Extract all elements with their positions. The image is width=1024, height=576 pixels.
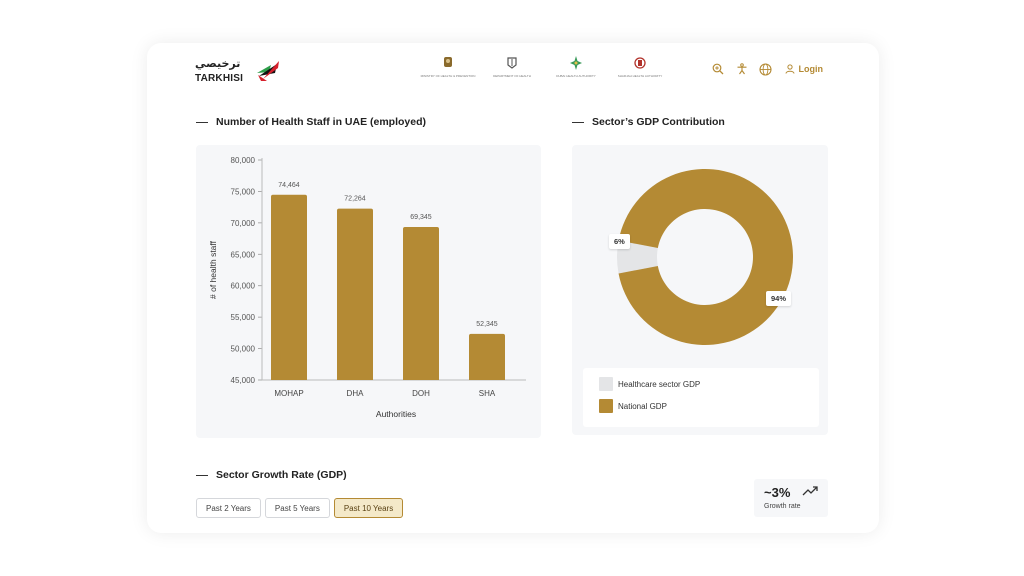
header-tools: Login bbox=[711, 62, 824, 76]
x-category-label: DHA bbox=[347, 389, 365, 398]
partner-name: SHARJAH HEALTH AUTHORITY bbox=[617, 74, 663, 78]
login-label: Login bbox=[798, 64, 824, 74]
y-tick-label: 60,000 bbox=[231, 282, 256, 291]
trending-up-icon bbox=[802, 486, 818, 496]
accessibility-button[interactable] bbox=[735, 62, 749, 76]
donut-slice-national[interactable] bbox=[618, 169, 793, 345]
donut-chart-panel: 6% 94% Healthcare sector GDP National GD… bbox=[572, 145, 828, 435]
language-button[interactable] bbox=[759, 62, 773, 76]
donut-chart bbox=[617, 169, 793, 345]
x-category-label: MOHAP bbox=[274, 389, 303, 398]
bar-chart: 45,000 50,000 55,000 60,000 65,000 70,000 75,0… bbox=[208, 156, 526, 419]
partner-logo-mohap: MINISTRY OF HEALTH & PREVENTION bbox=[420, 55, 476, 85]
title-dash bbox=[196, 121, 208, 123]
x-category-label: DOH bbox=[412, 389, 430, 398]
gdp-section-title: Sector’s GDP Contribution bbox=[572, 116, 725, 128]
zoom-in-button[interactable] bbox=[711, 62, 725, 76]
slice-label-national: 94% bbox=[766, 291, 792, 306]
bar-sha[interactable] bbox=[469, 333, 505, 380]
partner-logo-sha: SHARJAH HEALTH AUTHORITY bbox=[615, 55, 665, 85]
bar-chart-panel: 45,000 50,000 55,000 60,000 65,000 70,000 75,0… bbox=[196, 145, 541, 438]
y-tick-label: 70,000 bbox=[231, 219, 256, 228]
sharjah-emblem-icon bbox=[634, 57, 646, 69]
growth-rate-box: ~3% Growth rate bbox=[754, 479, 828, 517]
bar-value-label: 52,345 bbox=[476, 321, 498, 328]
abu-dhabi-emblem-icon bbox=[507, 57, 517, 69]
bar-value-label: 69,345 bbox=[410, 214, 432, 221]
legend-swatch bbox=[599, 399, 613, 413]
login-button[interactable]: Login bbox=[785, 64, 824, 74]
bar-dha[interactable] bbox=[337, 208, 373, 380]
growth-title-text: Sector Growth Rate (GDP) bbox=[216, 469, 347, 481]
tab-past-10-years[interactable]: Past 10 Years bbox=[333, 498, 404, 518]
y-tick-label: 65,000 bbox=[231, 250, 256, 259]
logo-arabic-text: ترخيصي bbox=[195, 57, 241, 70]
y-tick-label: 75,000 bbox=[231, 187, 256, 196]
period-tabs: Past 2 Years Past 5 Years Past 10 Years bbox=[196, 498, 404, 518]
partner-name: MINISTRY OF HEALTH & PREVENTION bbox=[420, 74, 476, 78]
title-dash bbox=[572, 121, 584, 123]
x-category-label: SHA bbox=[479, 389, 496, 398]
tarkhisi-logo[interactable]: ترخيصي TARKHISI bbox=[195, 57, 285, 87]
title-dash bbox=[196, 474, 208, 476]
partner-logo-doh: DEPARTMENT OF HEALTH bbox=[487, 55, 537, 85]
legend-label: Healthcare sector GDP bbox=[618, 379, 701, 389]
logo-english-text: TARKHISI bbox=[195, 73, 244, 84]
zoom-in-icon bbox=[712, 63, 723, 75]
y-tick-label: 45,000 bbox=[231, 376, 256, 385]
y-tick-label: 50,000 bbox=[231, 345, 256, 354]
accessibility-icon bbox=[737, 63, 746, 75]
logo-flag-mark-icon bbox=[257, 61, 279, 81]
growth-rate-value: ~3% bbox=[764, 485, 791, 500]
legend-item-healthcare[interactable]: Healthcare sector GDP bbox=[599, 377, 700, 391]
partner-name: DEPARTMENT OF HEALTH bbox=[493, 74, 531, 78]
bar-mohap[interactable] bbox=[271, 194, 307, 380]
tab-past-2-years[interactable]: Past 2 Years bbox=[196, 498, 261, 518]
bar-value-label: 72,264 bbox=[344, 196, 366, 203]
growth-section-title: Sector Growth Rate (GDP) bbox=[196, 469, 347, 481]
donut-legend: Healthcare sector GDP National GDP bbox=[583, 368, 819, 427]
dha-star-icon bbox=[570, 56, 582, 70]
gdp-title-text: Sector’s GDP Contribution bbox=[592, 116, 725, 128]
growth-rate-label: Growth rate bbox=[764, 503, 801, 510]
legend-swatch bbox=[599, 377, 613, 391]
globe-icon bbox=[759, 62, 772, 76]
legend-item-national[interactable]: National GDP bbox=[599, 399, 667, 413]
tab-past-5-years[interactable]: Past 5 Years bbox=[264, 498, 330, 518]
y-tick-label: 80,000 bbox=[231, 156, 256, 165]
partner-logo-dha: DUBAI HEALTH AUTHORITY bbox=[551, 55, 601, 85]
staff-section-title: Number of Health Staff in UAE (employed) bbox=[196, 116, 426, 128]
staff-title-text: Number of Health Staff in UAE (employed) bbox=[216, 116, 427, 128]
uae-emblem-icon bbox=[444, 57, 452, 67]
partner-name: DUBAI HEALTH AUTHORITY bbox=[556, 74, 596, 78]
slice-label-healthcare: 6% bbox=[609, 234, 630, 249]
bar-value-label: 74,464 bbox=[278, 182, 300, 189]
legend-label: National GDP bbox=[618, 401, 667, 411]
y-axis-title: # of health staff bbox=[208, 240, 218, 299]
y-tick-label: 55,000 bbox=[231, 313, 256, 322]
bar-doh[interactable] bbox=[403, 226, 439, 380]
x-axis-title: Authorities bbox=[376, 409, 416, 419]
dashboard-card: ترخيصي TARKHISI MINISTRY OF HEALTH & PRE… bbox=[147, 43, 879, 533]
partner-logos: MINISTRY OF HEALTH & PREVENTION DEPARTME… bbox=[420, 55, 665, 85]
user-icon bbox=[785, 64, 794, 74]
